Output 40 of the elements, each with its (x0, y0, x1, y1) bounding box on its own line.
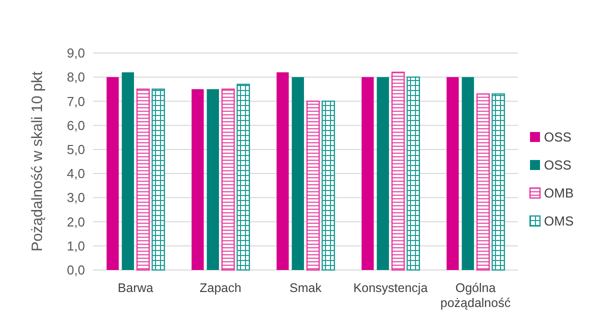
y-tick-label: 4,0 (66, 166, 85, 182)
legend-label: OSS (544, 158, 572, 173)
y-tick-label: 5,0 (66, 142, 85, 157)
bar (446, 77, 459, 270)
bar (462, 77, 474, 270)
legend-label: OMB (544, 186, 574, 201)
y-tick-label: 1,0 (66, 238, 85, 254)
x-tick-label: Smak (290, 281, 322, 295)
y-axis-title: Pożądalność w skali 10 pkt (29, 70, 46, 252)
bar (136, 88, 150, 271)
y-tick-label: 7,0 (66, 94, 85, 109)
y-tick-label: 6,0 (66, 118, 85, 133)
bar (322, 100, 335, 271)
x-tick-label: Ogólna pożądalność (440, 281, 511, 310)
bar (106, 77, 119, 270)
bar (236, 84, 250, 271)
bar (206, 89, 219, 270)
legend-label: OMS (544, 214, 574, 229)
bar (276, 72, 289, 270)
bar (122, 72, 134, 270)
legend-label: OSS (544, 130, 572, 145)
y-tick-label: 9,0 (66, 46, 85, 61)
bar (492, 93, 505, 271)
bar (362, 77, 374, 270)
bar (292, 77, 304, 270)
y-tick-label: 2,0 (66, 214, 85, 230)
bar (192, 89, 204, 270)
bar (406, 76, 420, 271)
y-tick-label: 3,0 (66, 190, 85, 206)
bar (376, 77, 389, 270)
bar (152, 88, 165, 271)
x-tick-label: Zapach (200, 281, 242, 295)
y-tick-label: 0,0 (66, 262, 85, 278)
y-tick-label: 8,0 (66, 70, 85, 85)
bar (221, 88, 235, 271)
x-tick-label: Konsystencja (353, 281, 428, 295)
bar (391, 72, 405, 271)
x-tick-label: Barwa (118, 281, 154, 295)
bar (476, 93, 490, 271)
bar (306, 100, 320, 271)
